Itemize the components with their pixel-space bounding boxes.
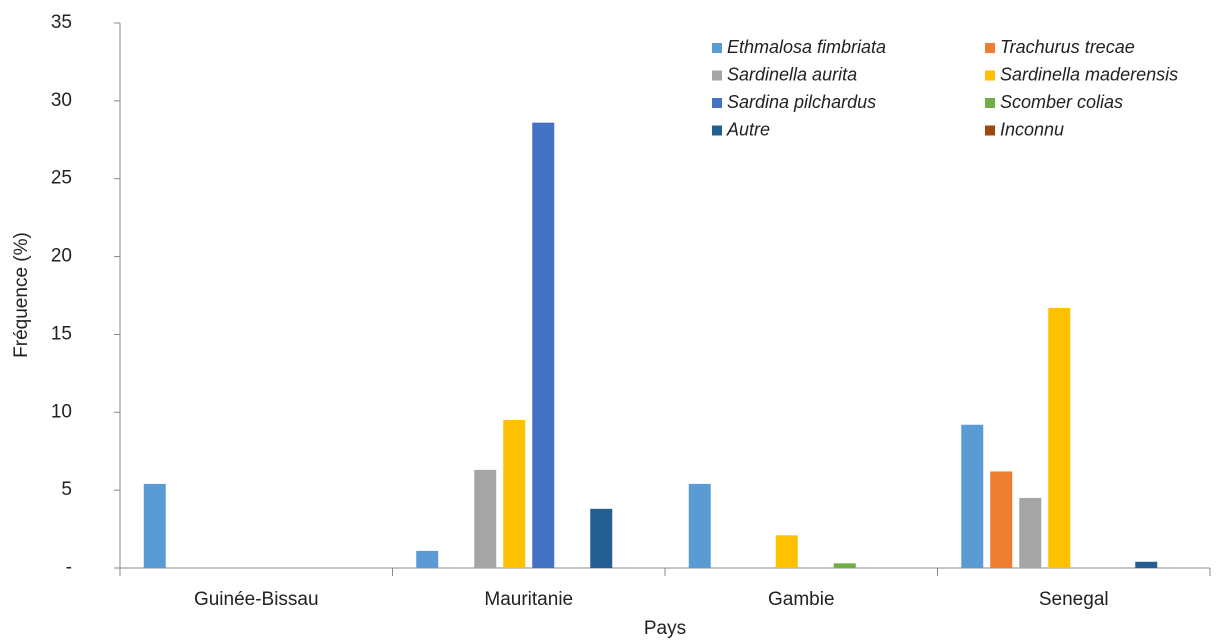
y-tick-label: 20 — [51, 246, 72, 267]
bar — [503, 420, 526, 568]
y-tick-label: - — [66, 557, 72, 578]
legend-swatch — [712, 70, 722, 81]
bar — [833, 563, 856, 568]
legend-label: Autre — [726, 119, 770, 139]
legend-label: Sardina pilchardus — [727, 92, 876, 112]
bar — [590, 508, 613, 568]
y-tick-label: 30 — [51, 90, 72, 111]
legend-swatch — [985, 125, 995, 136]
legend-swatch — [985, 98, 995, 108]
y-tick-label: 35 — [51, 12, 72, 33]
legend-swatch — [985, 70, 995, 81]
y-tick-label: 25 — [51, 168, 72, 189]
bar — [474, 469, 497, 568]
bar — [1048, 307, 1071, 568]
bar — [416, 550, 439, 568]
y-axis-label: Fréquence (%) — [11, 232, 32, 358]
bar — [961, 424, 984, 568]
x-tick-label: Guinée-Bissau — [194, 589, 319, 610]
y-tick-label: 15 — [51, 323, 72, 344]
x-tick-label: Gambie — [768, 589, 835, 610]
legend-label: Ethmalosa fimbriata — [727, 37, 886, 57]
legend-label: Scomber colias — [1000, 92, 1123, 112]
bar — [1135, 561, 1158, 568]
legend-label: Sardinella aurita — [727, 64, 857, 84]
legend-label: Trachurus trecae — [1000, 37, 1135, 57]
bar — [532, 122, 555, 569]
bar — [688, 483, 711, 568]
bar — [143, 483, 166, 568]
legend-swatch — [712, 98, 722, 108]
y-tick-label: 10 — [51, 401, 72, 422]
x-axis-label: Pays — [644, 618, 686, 639]
legend-swatch — [985, 43, 995, 53]
legend-label: Sardinella maderensis — [1000, 64, 1178, 84]
legend-swatch — [712, 43, 722, 53]
bar — [1019, 497, 1042, 568]
x-tick-label: Mauritanie — [484, 589, 573, 610]
y-tick-label: 5 — [61, 479, 72, 500]
legend-swatch — [712, 125, 722, 136]
x-tick-label: Senegal — [1039, 589, 1109, 610]
legend-label: Inconnu — [1000, 119, 1064, 139]
bar — [990, 471, 1013, 568]
bar — [775, 535, 798, 568]
